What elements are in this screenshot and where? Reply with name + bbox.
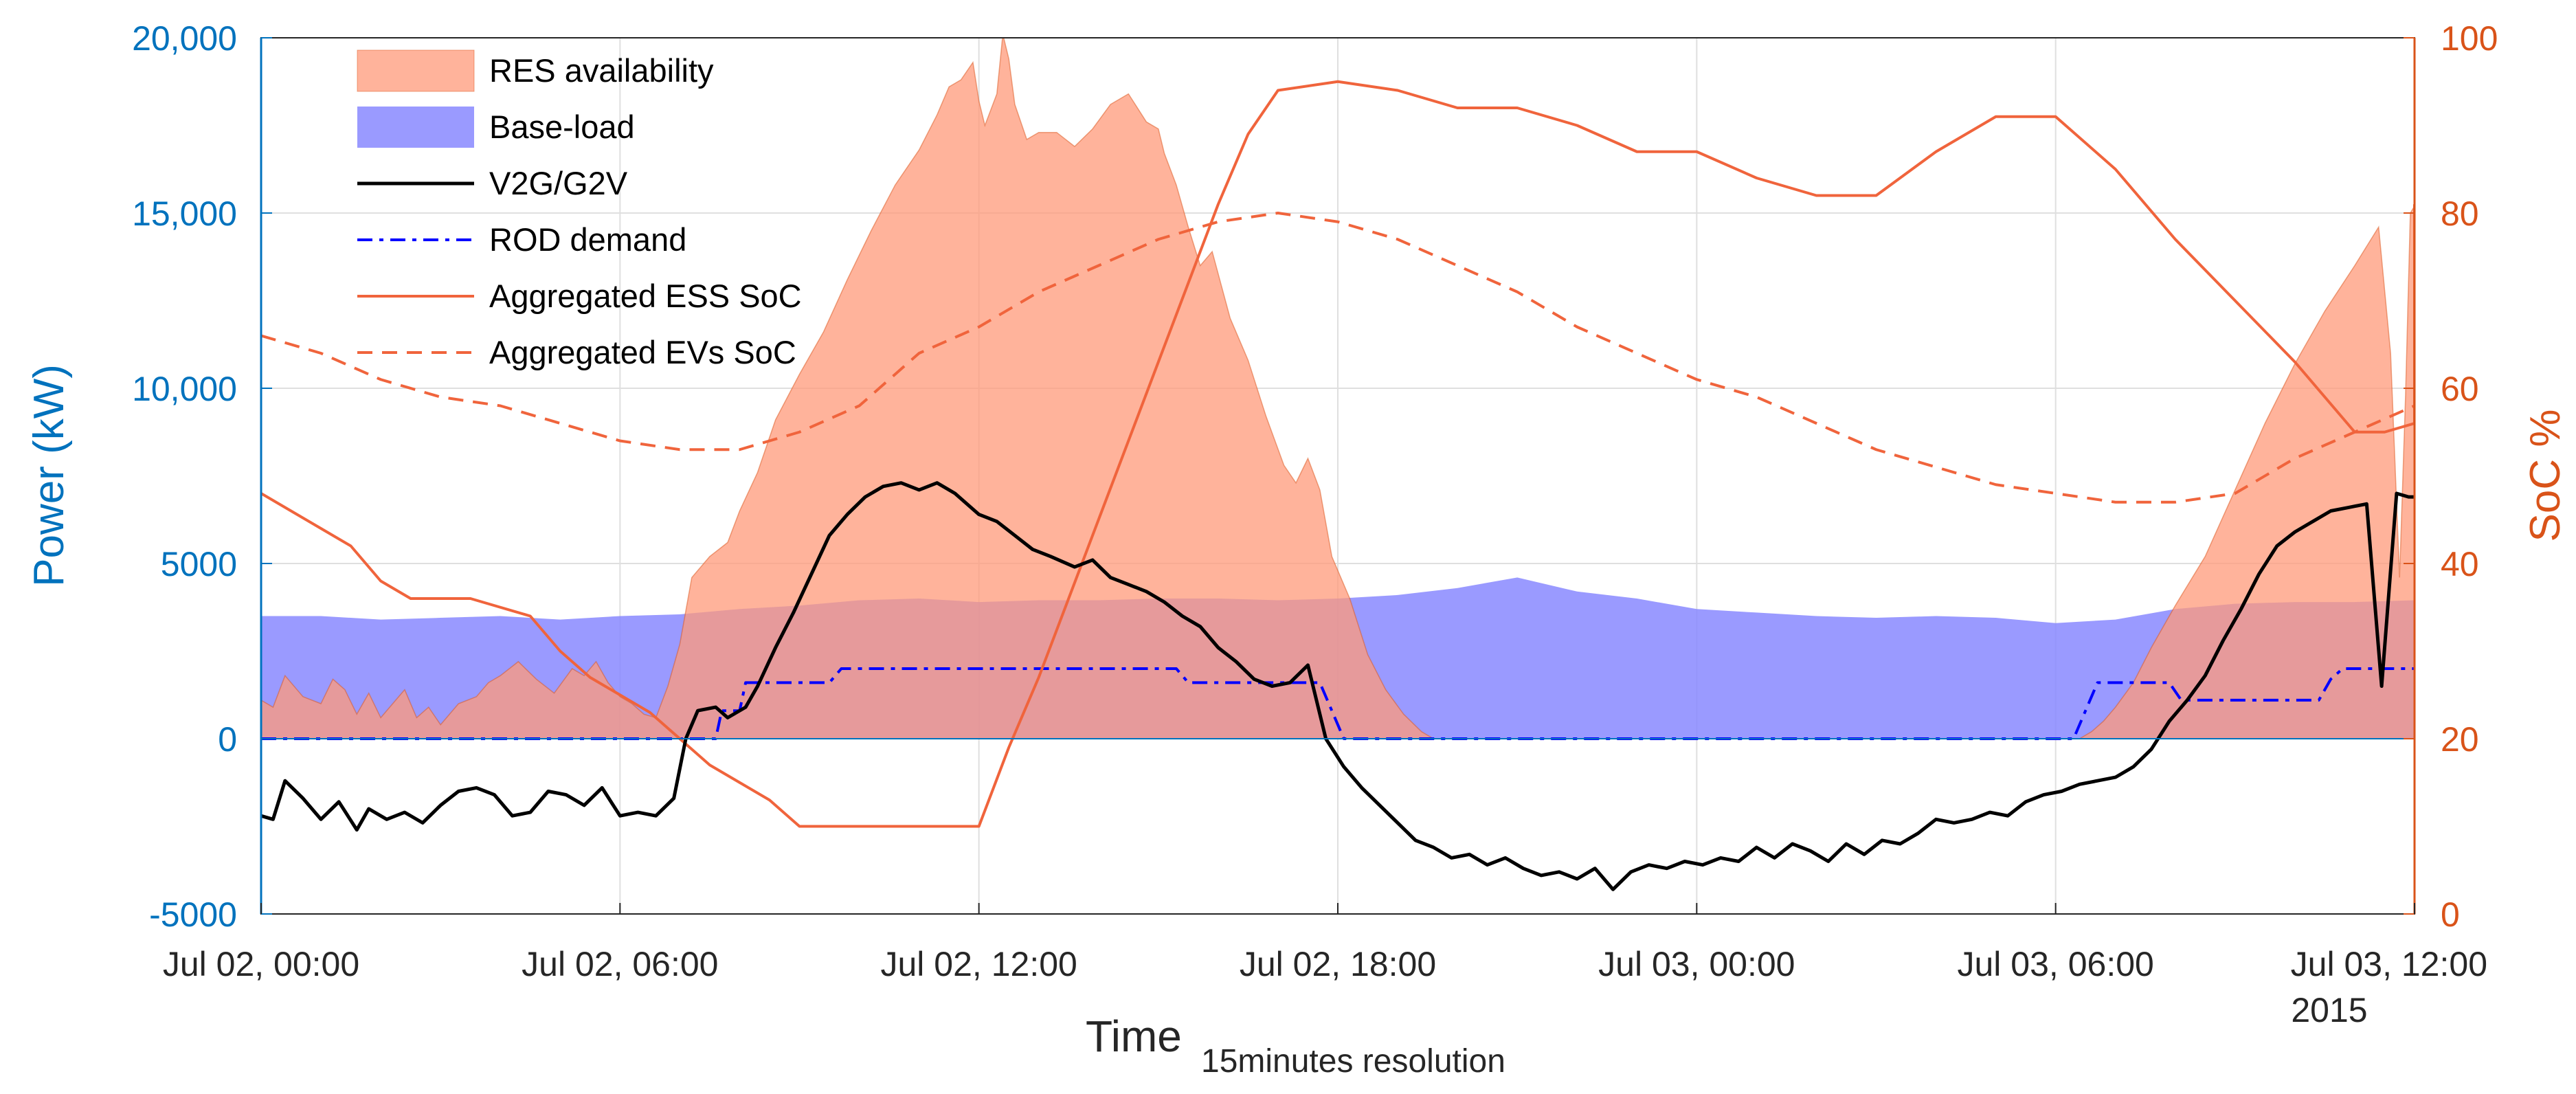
x-tick-label: Jul 02, 06:00 — [522, 945, 718, 983]
x-tick-label: Jul 03, 00:00 — [1598, 945, 1795, 983]
legend-item: ROD demand — [357, 221, 686, 258]
legend-label: Aggregated EVs SoC — [489, 334, 796, 370]
series-res-availability-area — [261, 38, 2415, 739]
series-aggregated-evs-soc-line — [261, 212, 2415, 504]
y-left-tick-label: 10,000 — [132, 370, 237, 408]
legend: RES availability Base-load V2G/G2V ROD dema… — [357, 49, 802, 370]
x-tick-label: Jul 02, 18:00 — [1240, 945, 1436, 983]
x-tick-label: Jul 03, 06:00 — [1958, 945, 2154, 983]
y-left-tick-label: 20,000 — [132, 19, 237, 58]
legend-item: RES availability — [357, 49, 714, 92]
series-v2g-g2v-line — [261, 481, 2415, 891]
x-tick-label: Jul 03, 12:00 — [2291, 945, 2487, 983]
y-right-tick-label: 40 — [2441, 545, 2479, 583]
legend-label: V2G/G2V — [489, 165, 628, 201]
legend-item: Base-load — [357, 107, 635, 148]
y-left-tick-label: 15,000 — [132, 194, 237, 233]
x-tick-label: Jul 02, 00:00 — [163, 945, 359, 983]
y-left-tick-label: 5000 — [161, 545, 237, 583]
legend-label: RES availability — [489, 52, 714, 89]
y-right-tick-label: 0 — [2441, 895, 2460, 934]
legend-swatch — [357, 49, 475, 92]
x-axis-label: Time — [1086, 1012, 1182, 1061]
legend-item: V2G/G2V — [357, 165, 628, 201]
axes: -5000 0 5000 10,000 15,000 20,000 0 20 40 60 80 100… — [132, 19, 2498, 983]
x-axis-label-subscript: 15minutes resolution — [1201, 1043, 1505, 1080]
y-axis-right-label: SoC % — [2522, 410, 2569, 542]
legend-label: Aggregated ESS SoC — [489, 278, 802, 314]
legend-item: Aggregated EVs SoC — [357, 334, 796, 370]
x-tick-label: Jul 02, 12:00 — [881, 945, 1077, 983]
legend-label: Base-load — [489, 109, 635, 145]
legend-label: ROD demand — [489, 221, 686, 258]
series-rod-demand-line — [261, 667, 2415, 740]
y-right-tick-label: 20 — [2441, 720, 2479, 759]
series-aggregated-ess-soc-line — [261, 80, 2415, 828]
series-layer — [261, 38, 2415, 891]
y-left-tick-label: -5000 — [149, 895, 237, 934]
y-right-tick-label: 80 — [2441, 194, 2479, 233]
legend-item: Aggregated ESS SoC — [357, 278, 802, 314]
y-left-tick-label: 0 — [218, 720, 237, 759]
y-axis-left-label: Power (kW) — [25, 364, 73, 587]
year-label: 2015 — [2291, 991, 2367, 1029]
legend-swatch — [357, 107, 474, 148]
y-right-tick-label: 60 — [2441, 370, 2479, 408]
y-right-tick-label: 100 — [2441, 19, 2498, 58]
